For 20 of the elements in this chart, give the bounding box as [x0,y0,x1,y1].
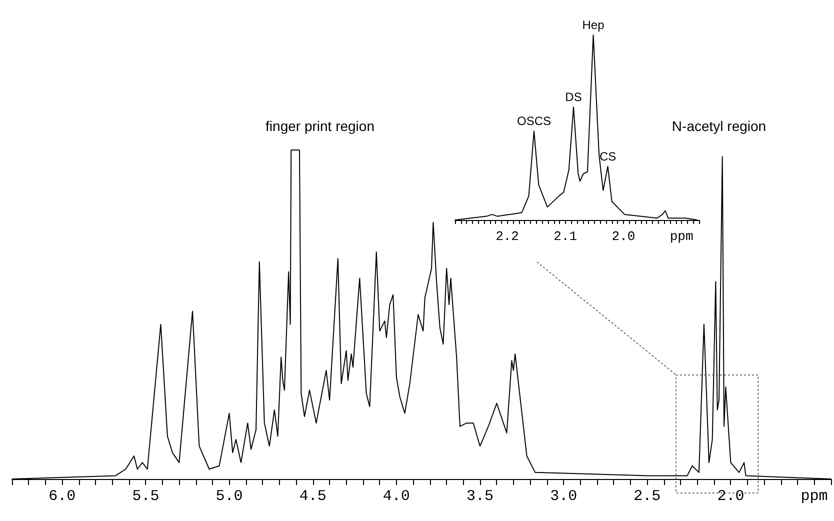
x-tick-label: 3.0 [550,488,578,505]
x-tick-label: 2.1 [554,229,578,244]
x-tick-label: 4.0 [382,488,410,505]
x-tick-label: 5.5 [132,488,160,505]
x-tick-label: 3.5 [466,488,494,505]
x-tick-label: 5.0 [216,488,243,505]
x-tick-label: 2.0 [612,229,636,244]
x-tick-label: 2.0 [717,488,744,505]
x-tick-label: ppm [800,488,828,505]
annotation: N-acetyl region [672,118,766,134]
annotation: Hep [582,18,605,32]
x-tick-label: 4.5 [299,488,326,505]
text: finger print region [266,118,374,134]
annotation: OSCS [517,114,552,128]
annotation: DS [565,90,582,104]
annotation: CS [599,149,616,164]
x-tick-label: 6.0 [48,488,76,505]
x-tick-label: 2.5 [634,488,661,505]
x-tick-label: ppm [670,229,694,244]
x-tick-label: 2.2 [496,229,519,244]
